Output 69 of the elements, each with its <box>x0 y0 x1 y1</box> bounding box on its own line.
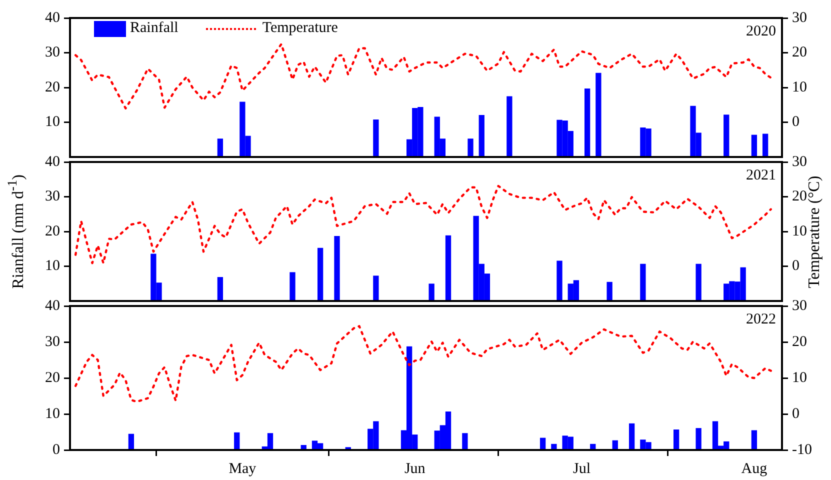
x-tick-label: May <box>228 460 257 477</box>
bar <box>290 272 296 301</box>
y2-tick-label: 20 <box>792 334 807 350</box>
bar <box>428 284 434 301</box>
bar <box>468 138 474 157</box>
bar <box>478 114 484 157</box>
x-tick-label: Aug <box>741 460 768 477</box>
bar <box>540 438 546 450</box>
bar <box>584 88 590 157</box>
bar <box>128 434 134 450</box>
y2-tick-label: 10 <box>792 370 807 386</box>
y-tick-label: 20 <box>45 79 60 96</box>
bar <box>217 138 224 157</box>
bar <box>596 72 602 157</box>
bar <box>234 432 240 450</box>
y-tick-label: 30 <box>45 188 60 205</box>
x-tick-label: Jun <box>404 460 426 477</box>
bar <box>334 236 340 301</box>
legend-label: Temperature <box>262 20 338 37</box>
bar <box>724 114 730 157</box>
bar <box>373 276 379 301</box>
bar <box>445 235 452 301</box>
x-tick-label: Jul <box>572 460 591 477</box>
line-series <box>74 184 772 264</box>
bar <box>696 264 702 301</box>
bar <box>673 430 680 450</box>
line-series <box>74 325 772 403</box>
y-tick-label: 30 <box>45 334 60 350</box>
y-tick-label: 20 <box>45 370 60 386</box>
y2-tick-label: 0 <box>792 258 800 274</box>
bar <box>462 433 468 450</box>
y2-tick-label: 20 <box>792 188 807 205</box>
y2-tick-label: 30 <box>792 10 807 26</box>
legend-label: Rainfall <box>130 20 178 37</box>
y-tick-label: 0 <box>52 442 60 458</box>
y2-axis-title: Temperature (°C) <box>806 175 824 288</box>
y2-tick-label: 20 <box>792 44 807 61</box>
bar <box>696 428 702 450</box>
bar <box>373 119 379 157</box>
annotation: 2021 <box>746 167 776 184</box>
bar <box>551 444 557 450</box>
bar <box>762 134 768 157</box>
bar <box>751 430 758 450</box>
y2-tick-label: 0 <box>792 406 800 422</box>
y-tick-label: 10 <box>45 406 60 422</box>
y2-tick-label: 10 <box>792 223 807 240</box>
y-tick-label: 40 <box>45 154 60 170</box>
y-tick-label: 30 <box>45 44 60 61</box>
y-tick-label: 10 <box>45 114 60 130</box>
bar <box>640 264 646 301</box>
y-tick-label: 20 <box>45 223 60 240</box>
bar <box>606 282 612 301</box>
bar <box>556 260 562 301</box>
annotation: 2020 <box>746 23 776 40</box>
bar <box>628 423 635 450</box>
bar <box>217 277 224 301</box>
y2-tick-label: 0 <box>792 114 800 130</box>
y-tick-label: 40 <box>45 10 60 26</box>
y2-tick-label: 30 <box>792 298 807 314</box>
y-tick-label: 40 <box>45 298 60 314</box>
bar <box>751 134 758 157</box>
y2-tick-label: -10 <box>792 442 812 458</box>
y-tick-label: 10 <box>45 258 60 274</box>
bar <box>317 248 324 301</box>
bar <box>506 96 512 157</box>
line-series <box>74 42 772 110</box>
annotation: 2022 <box>746 311 776 328</box>
y2-tick-label: 30 <box>792 154 807 170</box>
y2-tick-label: 10 <box>792 79 807 96</box>
